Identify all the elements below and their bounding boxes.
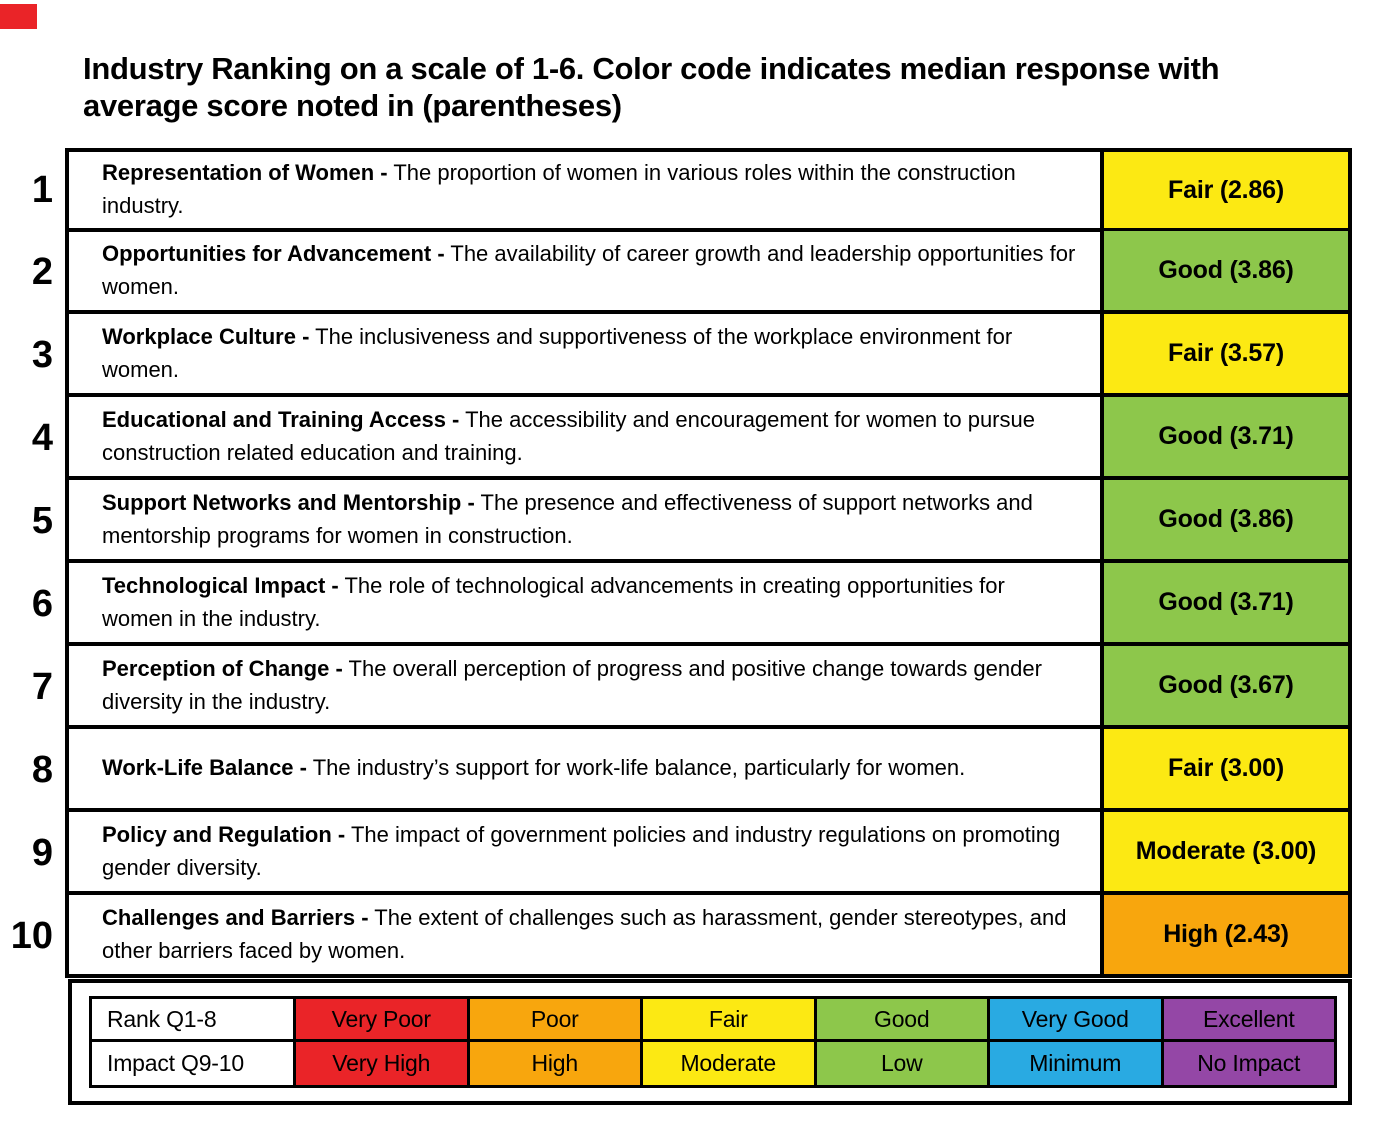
legend-cell-very-good: Very Good xyxy=(990,996,1164,1042)
legend-row-label: Rank Q1-8 xyxy=(89,996,296,1042)
table-row: 6 Technological Impact - The role of tec… xyxy=(0,563,1352,646)
table-row: 10 Challenges and Barriers - The extent … xyxy=(0,895,1352,978)
page-title: Industry Ranking on a scale of 1-6. Colo… xyxy=(83,51,1220,123)
row-score: Good (3.86) xyxy=(1104,480,1352,563)
row-score: Fair (2.86) xyxy=(1104,148,1352,232)
row-heading: Policy and Regulation - xyxy=(102,821,346,847)
ranking-table: 1 Representation of Women - The proporti… xyxy=(0,148,1352,978)
row-description: Work-Life Balance - The industry’s suppo… xyxy=(65,729,1104,812)
row-number: 1 xyxy=(31,168,53,211)
row-description: Educational and Training Access - The ac… xyxy=(65,397,1104,480)
legend-row-rank: Rank Q1-8 Very Poor Poor Fair Good Very … xyxy=(89,996,1337,1042)
row-number: 10 xyxy=(10,915,53,957)
row-body: The proportion of women in various roles… xyxy=(102,160,1016,218)
legend-cell-minimum: Minimum xyxy=(990,1042,1164,1088)
row-heading: Educational and Training Access - xyxy=(102,406,460,432)
row-number: 8 xyxy=(31,749,53,791)
legend-cell-very-high: Very High xyxy=(296,1042,470,1088)
row-score: Good (3.71) xyxy=(1104,563,1352,646)
row-body: The accessibility and encouragement for … xyxy=(102,406,1035,465)
legend-section: Rank Q1-8 Very Poor Poor Fair Good Very … xyxy=(68,979,1352,1105)
table-row: 3 Workplace Culture - The inclusiveness … xyxy=(0,314,1352,397)
legend-row-label: Impact Q9-10 xyxy=(89,1042,296,1088)
table-row: 2 Opportunities for Advancement - The av… xyxy=(0,231,1352,314)
legend-cell-moderate: Moderate xyxy=(643,1042,817,1088)
row-heading: Challenges and Barriers - xyxy=(102,904,369,930)
legend-cell-excellent: Excellent xyxy=(1163,996,1337,1042)
row-score: Fair (3.57) xyxy=(1104,314,1352,397)
row-description: Opportunities for Advancement - The avai… xyxy=(65,231,1104,314)
legend-cell-fair: Fair xyxy=(643,996,817,1042)
row-number: 5 xyxy=(31,500,53,542)
table-row: 1 Representation of Women - The proporti… xyxy=(0,148,1352,232)
red-marker xyxy=(0,4,37,29)
table-row: 5 Support Networks and Mentorship - The … xyxy=(0,480,1352,563)
row-number: 3 xyxy=(31,334,53,376)
table-row: 9 Policy and Regulation - The impact of … xyxy=(0,812,1352,895)
row-body: The overall perception of progress and p… xyxy=(102,655,1042,714)
row-number: 4 xyxy=(31,417,53,459)
row-body: The inclusiveness and supportiveness of … xyxy=(102,323,1013,382)
row-body: The extent of challenges such as harassm… xyxy=(102,904,1067,963)
row-body: The role of technological advancements i… xyxy=(102,572,1005,631)
row-description: Policy and Regulation - The impact of go… xyxy=(65,812,1104,895)
row-score: High (2.43) xyxy=(1104,895,1352,978)
row-body: The industry’s support for work-life bal… xyxy=(312,755,966,780)
row-score: Moderate (3.00) xyxy=(1104,812,1352,895)
row-heading: Opportunities for Advancement - xyxy=(102,240,445,266)
row-description: Perception of Change - The overall perce… xyxy=(65,646,1104,729)
table-row: 8 Work-Life Balance - The industry’s sup… xyxy=(0,729,1352,812)
row-score: Good (3.67) xyxy=(1104,646,1352,729)
row-heading: Support Networks and Mentorship - xyxy=(102,489,475,515)
legend-row-impact: Impact Q9-10 Very High High Moderate Low… xyxy=(89,1042,1337,1088)
legend-cell-high: High xyxy=(469,1042,643,1088)
row-number: 9 xyxy=(31,832,53,874)
legend-cell-no-impact: No Impact xyxy=(1163,1042,1337,1088)
legend-table: Rank Q1-8 Very Poor Poor Fair Good Very … xyxy=(89,996,1337,1088)
row-heading: Technological Impact - xyxy=(102,572,339,598)
row-body: The presence and effectiveness of suppor… xyxy=(102,489,1033,548)
legend-cell-good: Good xyxy=(816,996,990,1042)
row-body: The availability of career growth and le… xyxy=(102,240,1076,299)
row-description: Support Networks and Mentorship - The pr… xyxy=(65,480,1104,563)
legend-cell-low: Low xyxy=(816,1042,990,1088)
row-description: Challenges and Barriers - The extent of … xyxy=(65,895,1104,978)
row-description: Workplace Culture - The inclusiveness an… xyxy=(65,314,1104,397)
row-number: 6 xyxy=(31,583,53,625)
row-score: Good (3.86) xyxy=(1104,231,1352,314)
table-row: 7 Perception of Change - The overall per… xyxy=(0,646,1352,729)
row-heading: Work-Life Balance - xyxy=(102,755,307,780)
legend-cell-poor: Poor xyxy=(469,996,643,1042)
row-heading: Perception of Change - xyxy=(102,655,343,681)
row-number: 2 xyxy=(31,251,53,293)
row-heading: Workplace Culture - xyxy=(102,323,310,349)
row-score: Good (3.71) xyxy=(1104,397,1352,480)
row-body: The impact of government policies and in… xyxy=(102,821,1061,880)
row-heading: Representation of Women - xyxy=(102,160,388,185)
row-description: Technological Impact - The role of techn… xyxy=(65,563,1104,646)
row-number: 7 xyxy=(31,666,53,708)
row-score: Fair (3.00) xyxy=(1104,729,1352,812)
legend-cell-very-poor: Very Poor xyxy=(296,996,470,1042)
table-row: 4 Educational and Training Access - The … xyxy=(0,397,1352,480)
row-description: Representation of Women - The proportion… xyxy=(65,148,1104,232)
